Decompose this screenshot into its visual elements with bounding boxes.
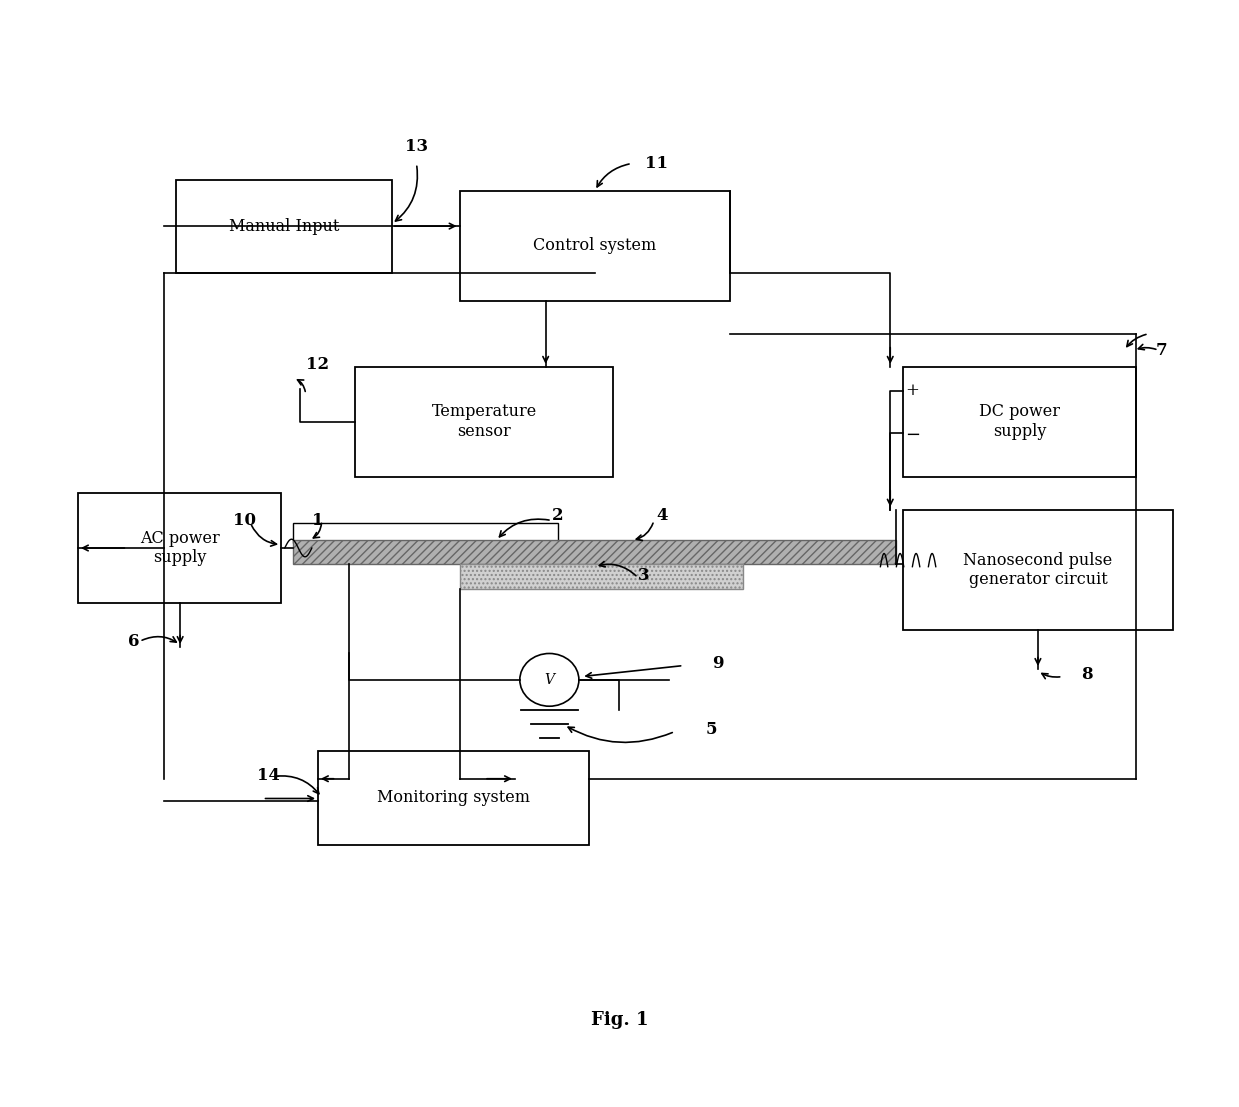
Text: AC power
supply: AC power supply — [140, 530, 219, 567]
Text: 1: 1 — [312, 513, 323, 529]
Bar — [318, 752, 589, 845]
Bar — [354, 366, 613, 477]
Bar — [902, 366, 1136, 477]
Text: 7: 7 — [1155, 342, 1167, 359]
Bar — [902, 509, 1173, 630]
Text: 4: 4 — [657, 507, 668, 524]
Bar — [460, 565, 742, 589]
Text: DC power
supply: DC power supply — [979, 403, 1061, 439]
Bar — [176, 180, 392, 273]
Text: Control system: Control system — [533, 237, 657, 255]
Bar — [78, 493, 281, 603]
Text: Temperature
sensor: Temperature sensor — [431, 403, 536, 439]
Text: Monitoring system: Monitoring system — [377, 789, 530, 807]
Bar — [294, 523, 558, 542]
Text: 5: 5 — [706, 721, 717, 737]
Text: 11: 11 — [646, 155, 668, 172]
Text: −: − — [904, 426, 921, 444]
Text: Manual Input: Manual Input — [229, 218, 339, 235]
Text: V: V — [544, 673, 554, 686]
Text: 9: 9 — [712, 655, 724, 672]
Text: 12: 12 — [306, 356, 330, 373]
Text: 8: 8 — [1082, 665, 1093, 683]
Text: +: + — [904, 382, 919, 400]
Text: 10: 10 — [233, 513, 255, 529]
Bar — [460, 190, 730, 301]
Text: 13: 13 — [405, 138, 427, 155]
Text: 2: 2 — [553, 507, 564, 524]
Text: 3: 3 — [638, 567, 650, 584]
Text: Nanosecond pulse
generator circuit: Nanosecond pulse generator circuit — [963, 551, 1113, 588]
Text: 6: 6 — [128, 633, 139, 650]
Text: Fig. 1: Fig. 1 — [591, 1012, 648, 1030]
Bar — [294, 540, 896, 565]
Text: 14: 14 — [258, 767, 280, 784]
